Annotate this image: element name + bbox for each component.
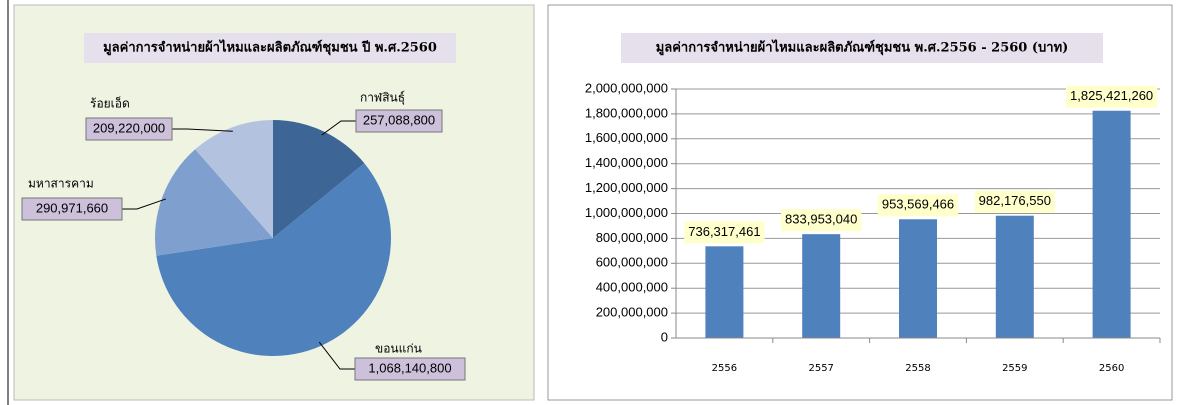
pie-label-name: มหาสารคาม xyxy=(28,177,94,191)
x-tick-label: 2556 xyxy=(712,363,737,374)
pie-label-box xyxy=(355,109,443,133)
y-tick-label: 0 xyxy=(661,329,668,344)
pie-value-label: 209,220,000 xyxy=(93,120,165,135)
y-tick-label: 800,000,000 xyxy=(596,230,668,245)
bar-value-label: 736,317,461 xyxy=(688,224,760,239)
pie-title-box xyxy=(84,33,456,63)
pie-label-name: ขอนแก่น xyxy=(375,342,422,356)
bar-title: มูลค่าการจำหน่ายผ้าไหมและผลิตภัณฑ์ชุมชน … xyxy=(656,39,1069,56)
y-tick-label: 1,400,000,000 xyxy=(585,155,668,170)
y-tick-label: 1,800,000,000 xyxy=(585,105,668,120)
pie-title: มูลค่าการจำหน่ายผ้าไหมและผลิตภัณฑ์ชุมชน … xyxy=(103,39,437,56)
y-tick-label: 1,200,000,000 xyxy=(585,180,668,195)
y-tick-label: 600,000,000 xyxy=(596,255,668,270)
pie-label-box xyxy=(21,197,123,221)
y-tick-label: 2,000,000,000 xyxy=(585,80,668,95)
pie-slice xyxy=(273,120,365,238)
value-label-box xyxy=(974,190,1055,213)
y-tick-label: 400,000,000 xyxy=(596,280,668,295)
pie-label-box xyxy=(85,117,173,141)
leader-line xyxy=(172,128,233,132)
x-tick-label: 2557 xyxy=(808,363,833,374)
x-tick-label: 2559 xyxy=(1002,363,1027,374)
bar xyxy=(1092,110,1131,339)
bar-value-label: 982,176,550 xyxy=(979,193,1051,208)
pie-value-label: 1,068,140,800 xyxy=(368,360,451,375)
pie-slice xyxy=(156,163,391,356)
bar xyxy=(899,219,937,338)
y-tick-label: 1,000,000,000 xyxy=(585,205,668,220)
value-label-box xyxy=(684,221,765,244)
bar xyxy=(705,246,744,338)
bar-value-label: 1,825,421,260 xyxy=(1070,88,1153,103)
x-tick-label: 2558 xyxy=(905,363,930,374)
pie-label-name: กาฬสินธุ์ xyxy=(360,91,405,106)
leader-line xyxy=(122,198,167,210)
pie-slice xyxy=(195,120,273,238)
pie-label-name: ร้อยเอ็ด xyxy=(90,96,130,111)
bar-value-label: 953,569,466 xyxy=(882,197,954,212)
bar-title-box xyxy=(621,33,1103,63)
bar xyxy=(995,215,1034,338)
x-tick-label: 2560 xyxy=(1099,363,1124,374)
leader-line xyxy=(321,120,356,136)
bar xyxy=(802,234,841,338)
pie-slice xyxy=(155,149,273,256)
bar-panel xyxy=(547,4,1173,401)
value-label-box xyxy=(781,209,862,232)
value-label-box xyxy=(877,194,959,217)
pie-label-box xyxy=(354,357,466,381)
y-tick-label: 200,000,000 xyxy=(596,305,668,320)
pie-value-label: 290,971,660 xyxy=(36,200,108,215)
bar-value-label: 833,953,040 xyxy=(785,212,857,227)
leader-line xyxy=(318,341,355,370)
y-tick-label: 1,600,000,000 xyxy=(585,130,668,145)
value-label-box xyxy=(1066,85,1158,108)
pie-value-label: 257,088,800 xyxy=(363,112,435,127)
